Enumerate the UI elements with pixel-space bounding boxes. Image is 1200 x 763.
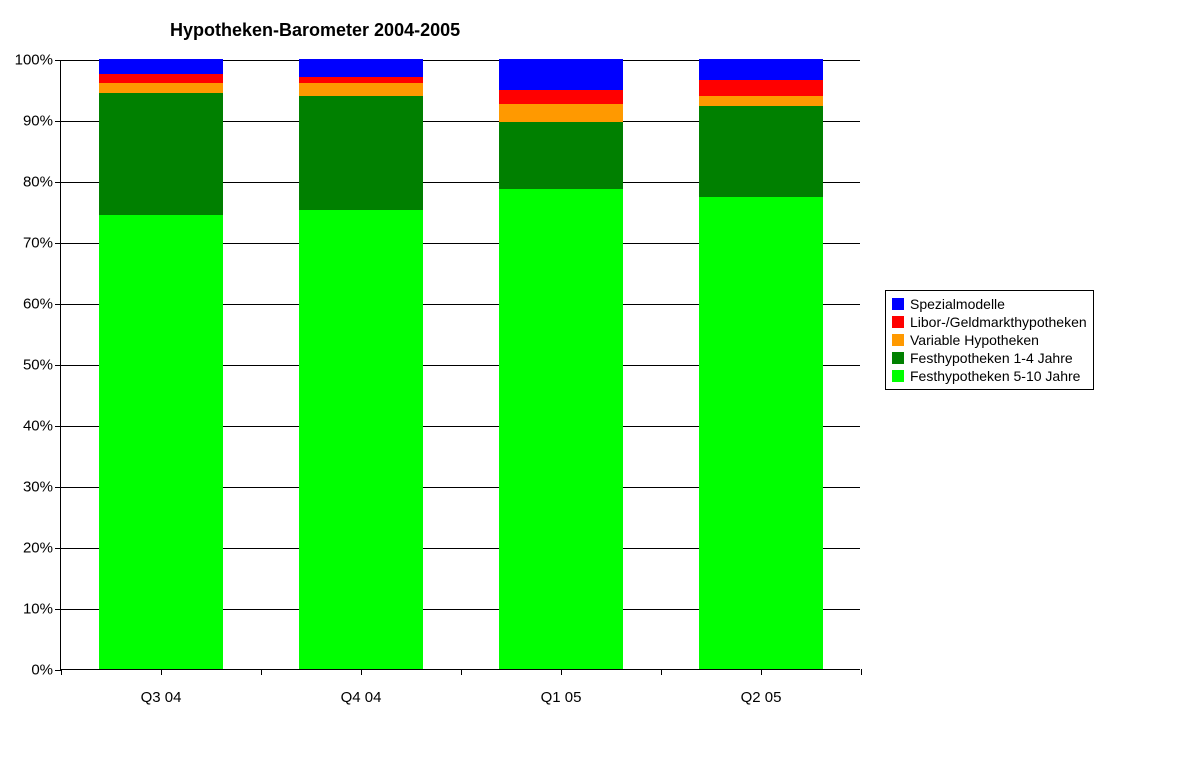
ytick-label: 0% <box>31 662 53 679</box>
bar-segment-libor <box>99 74 223 83</box>
xtick-boundary <box>861 669 862 675</box>
legend-label: Festhypotheken 5-10 Jahre <box>910 368 1080 384</box>
bar-segment-spezial <box>499 59 623 90</box>
bar-group <box>99 60 223 669</box>
xtick-boundary <box>661 669 662 675</box>
xtick-label: Q3 04 <box>141 689 182 706</box>
ytick-mark <box>55 426 61 427</box>
bar-segment-spezial <box>99 59 223 74</box>
xtick-label: Q2 05 <box>741 689 782 706</box>
ytick-label: 10% <box>23 601 53 618</box>
bar-group <box>499 60 623 669</box>
bar-group <box>299 60 423 669</box>
bar-group <box>699 60 823 669</box>
bar-segment-spezial <box>299 59 423 77</box>
legend-item-variable: Variable Hypotheken <box>892 331 1087 349</box>
legend-swatch <box>892 298 904 310</box>
bar-segment-fest_1_4 <box>299 96 423 210</box>
bar-segment-libor <box>699 80 823 95</box>
xtick-mark <box>361 669 362 675</box>
ytick-label: 90% <box>23 113 53 130</box>
legend-swatch <box>892 334 904 346</box>
bar-segment-fest_5_10 <box>699 197 823 669</box>
ytick-mark <box>55 487 61 488</box>
chart-title: Hypotheken-Barometer 2004-2005 <box>170 20 460 41</box>
legend-item-fest_1_4: Festhypotheken 1-4 Jahre <box>892 349 1087 367</box>
legend-swatch <box>892 316 904 328</box>
ytick-label: 40% <box>23 418 53 435</box>
ytick-mark <box>55 304 61 305</box>
bar-segment-spezial <box>699 59 823 80</box>
ytick-label: 20% <box>23 540 53 557</box>
legend-label: Festhypotheken 1-4 Jahre <box>910 350 1073 366</box>
bar-segment-fest_5_10 <box>299 210 423 669</box>
legend-label: Libor-/Geldmarkthypotheken <box>910 314 1087 330</box>
ytick-mark <box>55 609 61 610</box>
bar-segment-variable <box>299 83 423 95</box>
xtick-boundary <box>61 669 62 675</box>
xtick-label: Q1 05 <box>541 689 582 706</box>
bar-segment-fest_1_4 <box>99 93 223 215</box>
legend-label: Variable Hypotheken <box>910 332 1039 348</box>
xtick-boundary <box>261 669 262 675</box>
ytick-label: 30% <box>23 479 53 496</box>
ytick-mark <box>55 365 61 366</box>
bar-segment-variable <box>499 104 623 122</box>
ytick-mark <box>55 121 61 122</box>
legend-item-libor: Libor-/Geldmarkthypotheken <box>892 313 1087 331</box>
legend: Spezialmodelle Libor-/Geldmarkthypotheken… <box>885 290 1094 390</box>
xtick-boundary <box>461 669 462 675</box>
legend-swatch <box>892 370 904 382</box>
legend-item-spezial: Spezialmodelle <box>892 295 1087 313</box>
xtick-mark <box>561 669 562 675</box>
bar-segment-fest_5_10 <box>99 215 223 669</box>
plot-area: 0%10%20%30%40%50%60%70%80%90%100%Q3 04Q4… <box>60 60 860 670</box>
bar-segment-variable <box>99 83 223 92</box>
ytick-mark <box>55 60 61 61</box>
bar-segment-libor <box>299 77 423 83</box>
xtick-mark <box>161 669 162 675</box>
xtick-label: Q4 04 <box>341 689 382 706</box>
ytick-label: 100% <box>15 52 53 69</box>
bar-segment-fest_5_10 <box>499 189 623 669</box>
ytick-label: 80% <box>23 174 53 191</box>
legend-swatch <box>892 352 904 364</box>
ytick-mark <box>55 548 61 549</box>
bar-segment-fest_1_4 <box>499 122 623 189</box>
legend-label: Spezialmodelle <box>910 296 1005 312</box>
bar-segment-variable <box>699 96 823 106</box>
ytick-mark <box>55 182 61 183</box>
bar-segment-libor <box>499 90 623 104</box>
ytick-label: 50% <box>23 357 53 374</box>
ytick-label: 60% <box>23 296 53 313</box>
bar-segment-fest_1_4 <box>699 106 823 198</box>
ytick-mark <box>55 243 61 244</box>
ytick-label: 70% <box>23 235 53 252</box>
xtick-mark <box>761 669 762 675</box>
legend-item-fest_5_10: Festhypotheken 5-10 Jahre <box>892 367 1087 385</box>
